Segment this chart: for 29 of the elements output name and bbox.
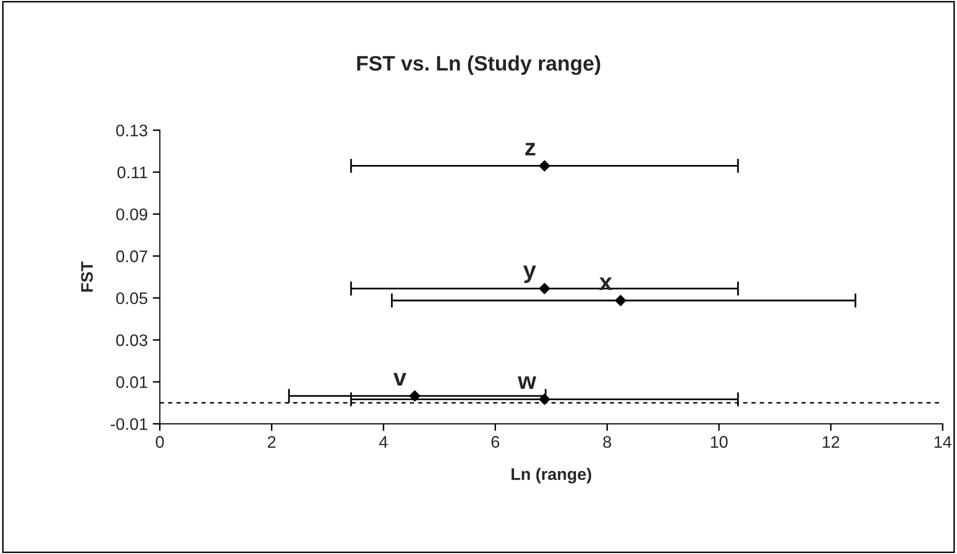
y-tick-label: 0.01 [116,376,148,388]
x-axis-title: Ln (range) [512,468,592,484]
y-tick-label: 0.09 [116,208,148,220]
annotation: z [525,142,536,156]
y-axis-title: FST [81,261,93,292]
x-tick-label: 12 [822,436,840,448]
y-tick-label: 0.13 [116,124,148,136]
y-tick-label: 0.11 [117,166,148,178]
y-tick-label: 0.03 [116,334,148,346]
x-tick-label: 10 [710,436,728,448]
point [538,282,550,294]
annotation: w [518,376,536,389]
x-tick-label: 4 [379,436,388,448]
annotation: x [599,278,612,290]
point [538,160,550,172]
point [614,294,626,306]
annotation: v [393,372,406,386]
y-tick-label: 0.07 [116,250,148,262]
annotation: y [523,266,536,283]
x-tick-label: 8 [603,436,612,448]
x-tick-label: 14 [934,436,952,448]
x-tick-label: 6 [492,436,500,448]
y-tick-label: -0.01 [110,418,148,430]
chart-title: FST vs. Ln (Study range) [357,55,600,75]
point [409,390,420,402]
y-tick-label: 0.05 [116,292,148,304]
x-tick-label: 2 [268,436,276,448]
x-tick-label: 0 [156,436,164,448]
point [538,394,550,405]
